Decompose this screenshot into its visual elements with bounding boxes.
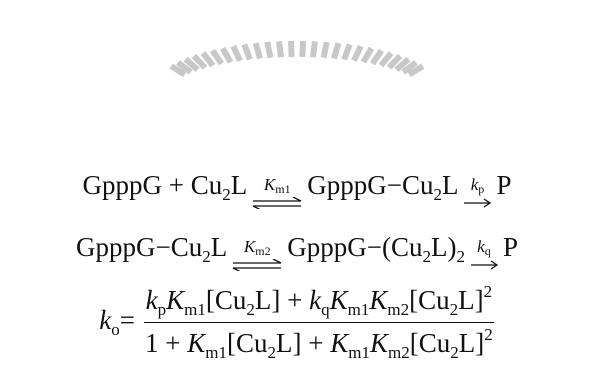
subscript: m1 bbox=[348, 300, 370, 319]
text: K bbox=[330, 328, 348, 358]
subscript: m1 bbox=[205, 343, 227, 362]
equilibrium-arrow: Km1 bbox=[251, 177, 303, 209]
subscript: m2 bbox=[387, 300, 409, 319]
text: L] + bbox=[276, 328, 330, 358]
arrow-icon bbox=[251, 197, 303, 209]
reactant: GpppG + Cu2L bbox=[83, 170, 248, 205]
subscript: 2 bbox=[268, 343, 277, 362]
text: L] bbox=[459, 328, 484, 358]
reaction-arrow: kq bbox=[469, 239, 499, 271]
watermark-figure bbox=[310, 41, 318, 58]
subscript: p bbox=[478, 182, 484, 196]
subscript: 2 bbox=[433, 185, 442, 204]
subscript: o bbox=[111, 320, 120, 339]
reactant: GpppG−Cu2L bbox=[76, 232, 227, 267]
complex: GpppG−Cu2L bbox=[307, 170, 458, 205]
subscript: m1 bbox=[184, 300, 206, 319]
text: K bbox=[369, 285, 387, 315]
text: L bbox=[211, 232, 228, 262]
arrow-icon bbox=[462, 197, 492, 209]
watermark-figure bbox=[331, 42, 341, 59]
superscript: 2 bbox=[484, 282, 493, 301]
subscript: m2 bbox=[255, 244, 270, 258]
reaction-2: GpppG−Cu2L Km2 GpppG−(Cu2L)2 kq P bbox=[0, 232, 594, 275]
subscript: m2 bbox=[388, 343, 410, 362]
watermark bbox=[0, 0, 594, 110]
rate-equation: ko= kpKm1[Cu2L] + kqKm1Km2[Cu2L]2 1 + Km… bbox=[0, 282, 594, 363]
watermark-figure bbox=[241, 43, 252, 60]
text: [Cu bbox=[410, 328, 451, 358]
numerator: kpKm1[Cu2L] + kqKm1Km2[Cu2L]2 bbox=[144, 282, 494, 323]
product: P bbox=[496, 170, 511, 201]
subscript: 2 bbox=[222, 185, 231, 204]
text: L bbox=[442, 170, 459, 200]
denominator: 1 + Km1[Cu2L] + Km1Km2[Cu2L]2 bbox=[143, 323, 495, 363]
subscript: 2 bbox=[450, 343, 459, 362]
text: K bbox=[264, 175, 275, 194]
subscript: 2 bbox=[450, 300, 459, 319]
text: K bbox=[166, 285, 184, 315]
text: k bbox=[309, 285, 321, 315]
text: L] + bbox=[255, 285, 309, 315]
text: P bbox=[496, 170, 511, 200]
subscript: 2 bbox=[422, 247, 431, 266]
subscript: m1 bbox=[348, 343, 370, 362]
text: L bbox=[231, 170, 248, 200]
watermark-figure bbox=[341, 43, 352, 60]
text: k bbox=[146, 285, 158, 315]
text: K bbox=[187, 328, 205, 358]
watermark-figure bbox=[264, 41, 273, 58]
watermark-figure bbox=[253, 42, 263, 59]
text: [Cu bbox=[206, 285, 247, 315]
lhs: ko= bbox=[99, 305, 135, 340]
text: k bbox=[99, 305, 111, 335]
page: GpppG + Cu2L Km1 GpppG−Cu2L kp P GpppG−C… bbox=[0, 0, 594, 369]
product: P bbox=[503, 232, 518, 263]
reaction-1: GpppG + Cu2L Km1 GpppG−Cu2L kp P bbox=[0, 170, 594, 213]
complex: GpppG−(Cu2L)2 bbox=[287, 232, 465, 267]
text: GpppG−Cu bbox=[76, 232, 202, 262]
watermark-figure bbox=[299, 41, 306, 57]
text: 1 + bbox=[145, 328, 187, 358]
text: k bbox=[477, 237, 485, 256]
subscript: q bbox=[485, 244, 491, 258]
subscript: q bbox=[321, 300, 330, 319]
text: K bbox=[330, 285, 348, 315]
reaction-arrow: kp bbox=[462, 177, 492, 209]
text: [Cu bbox=[409, 285, 450, 315]
watermark-figure bbox=[276, 41, 284, 58]
subscript: 2 bbox=[202, 247, 211, 266]
arrow-icon bbox=[469, 259, 499, 271]
text: L] bbox=[458, 285, 483, 315]
fraction: kpKm1[Cu2L] + kqKm1Km2[Cu2L]2 1 + Km1[Cu… bbox=[143, 282, 495, 363]
watermark-figure bbox=[288, 41, 295, 57]
text: GpppG + Cu bbox=[83, 170, 223, 200]
text: L) bbox=[431, 232, 456, 262]
superscript: 2 bbox=[484, 325, 493, 344]
text: P bbox=[503, 232, 518, 262]
text: = bbox=[120, 305, 135, 335]
text: K bbox=[370, 328, 388, 358]
subscript: p bbox=[158, 300, 167, 319]
subscript: m1 bbox=[275, 182, 290, 196]
subscript: 2 bbox=[246, 300, 255, 319]
text: [Cu bbox=[227, 328, 268, 358]
watermark-figure bbox=[321, 41, 330, 58]
subscript: 2 bbox=[456, 247, 465, 266]
arrow-icon bbox=[231, 259, 283, 271]
text: K bbox=[244, 237, 255, 256]
text: GpppG−(Cu bbox=[287, 232, 422, 262]
text: GpppG−Cu bbox=[307, 170, 433, 200]
equilibrium-arrow: Km2 bbox=[231, 239, 283, 271]
